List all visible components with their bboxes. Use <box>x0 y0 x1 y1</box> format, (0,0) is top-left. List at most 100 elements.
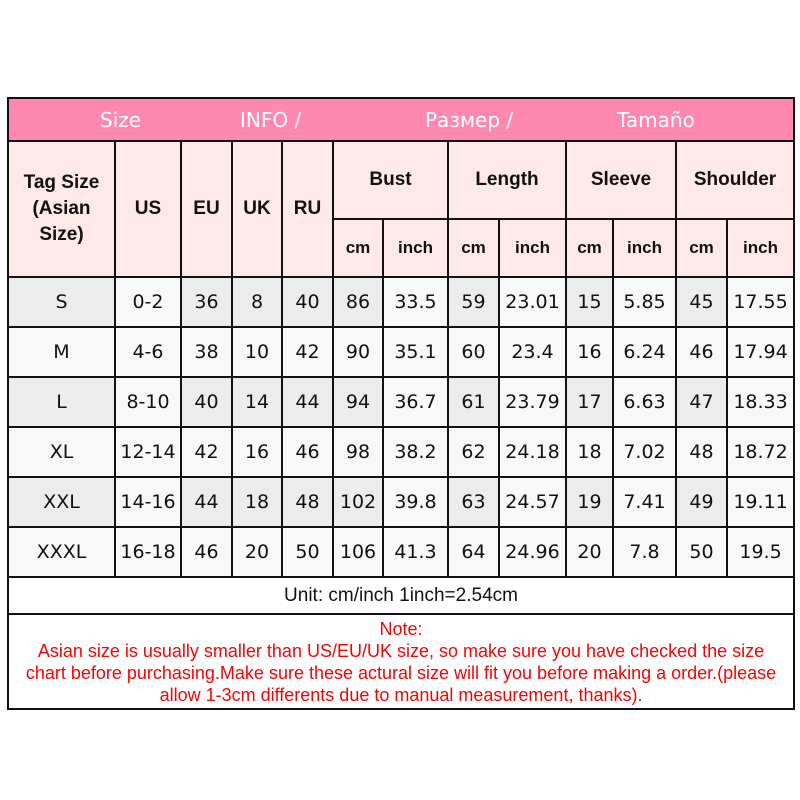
table-cell: S <box>7 276 116 328</box>
table-cell: XXXL <box>7 526 116 578</box>
title-razmer: Размер / <box>425 108 514 132</box>
title-banner: Size INFO / Размер / Tamaño <box>6 97 796 142</box>
table-cell: 106 <box>332 526 384 578</box>
table-cell: 23.01 <box>498 276 567 328</box>
title-info: INFO / <box>240 108 302 132</box>
table-cell: 94 <box>332 376 384 428</box>
table-cell: 14-16 <box>114 476 182 528</box>
table-cell: 47 <box>675 376 728 428</box>
table-cell: 86 <box>332 276 384 328</box>
table-cell: 98 <box>332 426 384 478</box>
table-cell: 15 <box>565 276 614 328</box>
size-rows: S 0-2 36 8 40 86 33.5 59 23.01 15 5.85 45 17.55 M 4-6 3… <box>7 276 796 578</box>
table-cell: M <box>7 326 116 378</box>
title-tamano: Tamaño <box>617 108 695 132</box>
table-cell: 19.11 <box>725 476 796 528</box>
table-cell: 17.94 <box>725 326 796 378</box>
title-row: Size INFO / Размер / Tamaño <box>6 97 796 142</box>
note-cell: Note: Asian size is usually smaller than… <box>6 613 796 710</box>
note-text: Asian size is usually smaller than US/EU… <box>25 640 777 705</box>
header-tag-size: Tag Size (Asian Size) <box>7 140 116 278</box>
header-us: US <box>114 140 182 278</box>
header-sleeve: Sleeve <box>565 140 677 220</box>
table-cell: 16 <box>231 426 283 478</box>
table-cell: 0-2 <box>114 276 182 328</box>
table-cell: 102 <box>332 476 384 528</box>
table-cell: 48 <box>281 476 334 528</box>
size-chart-table: Size INFO / Размер / Tamaño Tag Size (As… <box>6 97 796 710</box>
table-cell: 46 <box>281 426 334 478</box>
table-cell: 14 <box>231 376 283 428</box>
table-cell: XXL <box>7 476 116 528</box>
header-eu: EU <box>180 140 233 278</box>
table-cell: 62 <box>447 426 500 478</box>
table-cell: 5.85 <box>612 276 677 328</box>
table-cell: XL <box>7 426 116 478</box>
table-cell: 4-6 <box>114 326 182 378</box>
header-unit: cm <box>565 218 614 278</box>
note-heading: Note: <box>379 618 423 639</box>
table-cell: 23.4 <box>498 326 567 378</box>
table-row: XXXL 16-18 46 20 50 106 41.3 64 24.96 20 7.8 50 19.5 <box>7 526 796 578</box>
table-cell: 7.41 <box>612 476 677 528</box>
table-cell: 64 <box>447 526 500 578</box>
header-length: Length <box>447 140 567 220</box>
table-cell: 36.7 <box>382 376 449 428</box>
unit-header-row: cm inch cm inch cm inch cm inch <box>8 218 796 278</box>
table-row: S 0-2 36 8 40 86 33.5 59 23.01 15 5.85 45 17.55 <box>7 276 796 328</box>
table-cell: 50 <box>281 526 334 578</box>
table-cell: 18.72 <box>725 426 796 478</box>
table-cell: 44 <box>180 476 233 528</box>
table-cell: 16-18 <box>114 526 182 578</box>
table-cell: 18.33 <box>725 376 796 428</box>
header-unit: inch <box>612 218 677 278</box>
table-cell: 49 <box>675 476 728 528</box>
table-cell: 63 <box>447 476 500 528</box>
table-cell: 61 <box>447 376 500 428</box>
table-cell: 60 <box>447 326 500 378</box>
table-cell: 38.2 <box>382 426 449 478</box>
table-cell: 59 <box>447 276 500 328</box>
header-shoulder: Shoulder <box>674 140 796 220</box>
header-unit: inch <box>498 218 567 278</box>
table-row: M 4-6 38 10 42 90 35.1 60 23.4 16 6.24 46 17.94 <box>7 326 796 378</box>
table-cell: 6.24 <box>612 326 677 378</box>
table-cell: 44 <box>281 376 334 428</box>
table-cell: 10 <box>231 326 283 378</box>
unit-row: Unit: cm/inch 1inch=2.54cm <box>6 576 796 615</box>
table-cell: 40 <box>180 376 233 428</box>
table-cell: L <box>7 376 116 428</box>
header-ru: RU <box>281 140 334 278</box>
table-row: L 8-10 40 14 44 94 36.7 61 23.79 17 6.63 47 18.33 <box>7 376 796 428</box>
table-cell: 12-14 <box>114 426 182 478</box>
table-cell: 20 <box>565 526 614 578</box>
header-unit: cm <box>675 218 728 278</box>
header-unit: inch <box>725 218 796 278</box>
table-cell: 33.5 <box>382 276 449 328</box>
table-cell: 7.8 <box>612 526 677 578</box>
table-cell: 6.63 <box>612 376 677 428</box>
table-cell: 40 <box>281 276 334 328</box>
table-cell: 8-10 <box>114 376 182 428</box>
title-size: Size <box>100 108 142 132</box>
table-cell: 24.18 <box>498 426 567 478</box>
header-bust: Bust <box>332 140 449 220</box>
table-cell: 36 <box>180 276 233 328</box>
table-cell: 42 <box>180 426 233 478</box>
table-cell: 90 <box>332 326 384 378</box>
table-cell: 38 <box>180 326 233 378</box>
table-row: XXL 14-16 44 18 48 102 39.8 63 24.57 19 7.41 49 19.1… <box>7 476 796 528</box>
table-cell: 18 <box>231 476 283 528</box>
unit-text: Unit: cm/inch 1inch=2.54cm <box>6 576 796 615</box>
table-cell: 39.8 <box>382 476 449 528</box>
table-cell: 19.5 <box>725 526 796 578</box>
table-cell: 20 <box>231 526 283 578</box>
table-cell: 8 <box>231 276 283 328</box>
table-cell: 42 <box>281 326 334 378</box>
note-row: Note: Asian size is usually smaller than… <box>6 613 796 710</box>
table-cell: 41.3 <box>382 526 449 578</box>
table-cell: 48 <box>675 426 728 478</box>
header-unit: inch <box>382 218 449 278</box>
header-row: Tag Size (Asian Size) US EU UK RU Bust L… <box>7 140 796 278</box>
table-cell: 23.79 <box>498 376 567 428</box>
